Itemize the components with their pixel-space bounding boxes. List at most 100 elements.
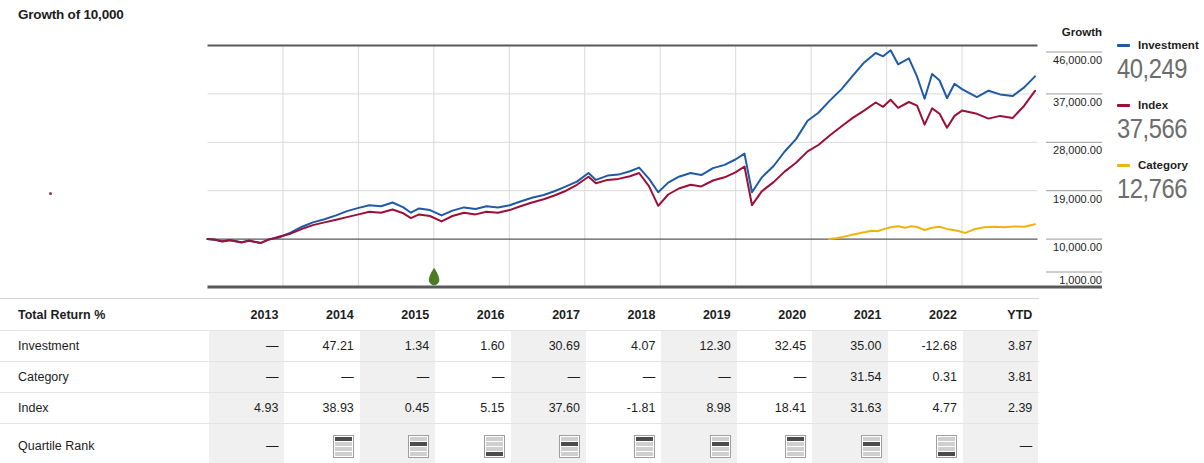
- table-cell: -1.81: [586, 393, 661, 423]
- quartile-band: [787, 442, 804, 446]
- table-cell: 3.87: [963, 331, 1038, 361]
- quartile-rank-icon-q2[interactable]: [861, 435, 882, 458]
- quartile-band: [712, 442, 729, 446]
- table-cell: 3.81: [963, 362, 1038, 392]
- table-cell: —: [511, 362, 586, 392]
- quartile-band: [486, 437, 503, 441]
- quartile-band: [863, 437, 880, 441]
- quartile-band: [335, 447, 352, 451]
- table-cell: 31.63: [812, 393, 887, 423]
- quartile-band: [486, 447, 503, 451]
- table-cell: [888, 424, 963, 463]
- quartile-band: [636, 452, 653, 456]
- y-axis-label: 1,000.00: [1045, 274, 1102, 286]
- growth-chart[interactable]: [0, 0, 1204, 300]
- table-cell: —: [963, 424, 1038, 463]
- quartile-band: [712, 437, 729, 441]
- table-cell: 5.15: [435, 393, 510, 423]
- quartile-band: [863, 452, 880, 456]
- table-cell: -12.68: [888, 331, 963, 361]
- quartile-rank-icon-q1[interactable]: [785, 435, 806, 458]
- quartile-band: [938, 452, 955, 456]
- quartile-rank-icon-q4[interactable]: [484, 435, 505, 458]
- table-cell: 38.93: [284, 393, 359, 423]
- index-swatch-icon: [1117, 104, 1130, 107]
- table-cell: 4.77: [888, 393, 963, 423]
- table-cell: 12.30: [661, 331, 736, 361]
- quartile-band: [787, 452, 804, 456]
- table-header-cell: 2021: [812, 299, 887, 330]
- quartile-rank-icon-q2[interactable]: [710, 435, 731, 458]
- table-row-label: Investment: [0, 331, 209, 361]
- quartile-band: [561, 437, 578, 441]
- table-cell: 30.69: [511, 331, 586, 361]
- quartile-band: [712, 447, 729, 451]
- event-marker-icon[interactable]: [429, 269, 439, 285]
- table-cell: —: [209, 424, 284, 463]
- table-cell: 8.98: [661, 393, 736, 423]
- table-header-cell: 2022: [888, 299, 963, 330]
- index-line[interactable]: [208, 91, 1036, 243]
- table-header-cell: 2019: [661, 299, 736, 330]
- quartile-band: [335, 442, 352, 446]
- table-cell: [284, 424, 359, 463]
- legend-item-index: Index: [1117, 99, 1168, 111]
- quartile-band: [410, 437, 427, 441]
- legend-label: Investment: [1138, 39, 1199, 51]
- table-cell: [812, 424, 887, 463]
- quartile-rank-icon-q1[interactable]: [634, 435, 655, 458]
- quartile-band: [863, 447, 880, 451]
- quartile-rank-icon-q2[interactable]: [559, 435, 580, 458]
- table-cell: 1.34: [360, 331, 435, 361]
- table-cell: 2.39: [963, 393, 1038, 423]
- table-cell: —: [435, 362, 510, 392]
- quartile-band: [636, 437, 653, 441]
- investment-swatch-icon: [1117, 44, 1130, 47]
- legend-item-investment: Investment: [1117, 39, 1199, 51]
- table-cell: 4.07: [586, 331, 661, 361]
- quartile-band: [486, 452, 503, 456]
- y-axis-label: 19,000.00: [1045, 193, 1102, 205]
- table-cell: [586, 424, 661, 463]
- quartile-band: [335, 437, 352, 441]
- investment-line[interactable]: [208, 50, 1036, 243]
- table-cell: 32.45: [737, 331, 812, 361]
- quartile-band: [787, 447, 804, 451]
- table-cell: —: [209, 362, 284, 392]
- table-header-cell: 2017: [511, 299, 586, 330]
- legend-label: Category: [1138, 159, 1188, 171]
- quartile-band: [410, 442, 427, 446]
- quartile-band: [636, 442, 653, 446]
- table-cell: [511, 424, 586, 463]
- table-header-cell: 2018: [586, 299, 661, 330]
- table-cell: 47.21: [284, 331, 359, 361]
- table-row-label: Index: [0, 393, 209, 423]
- quartile-band: [486, 442, 503, 446]
- quartile-band: [787, 437, 804, 441]
- y-axis-label: 10,000.00: [1045, 241, 1102, 253]
- quartile-band: [712, 452, 729, 456]
- quartile-rank-icon-q1[interactable]: [333, 435, 354, 458]
- table-cell: 1.60: [435, 331, 510, 361]
- quartile-rank-icon-q4[interactable]: [936, 435, 957, 458]
- total-return-table: Total Return %20132014201520162017201820…: [0, 298, 1039, 463]
- quartile-band: [561, 442, 578, 446]
- table-cell: 0.45: [360, 393, 435, 423]
- table-row-investment: Investment—47.211.341.6030.694.0712.3032…: [0, 331, 1039, 362]
- category-line[interactable]: [829, 224, 1035, 239]
- quartile-rank-icon-q2[interactable]: [408, 435, 429, 458]
- table-cell: —: [360, 362, 435, 392]
- category-swatch-icon: [1117, 164, 1130, 167]
- quartile-band: [938, 442, 955, 446]
- index-final-value: 37,566: [1117, 114, 1187, 145]
- quartile-band: [410, 447, 427, 451]
- category-final-value: 12,766: [1117, 174, 1187, 205]
- y-axis-label: 46,000.00: [1045, 54, 1102, 66]
- table-cell: [737, 424, 812, 463]
- table-row-category: Category————————31.540.313.81: [0, 362, 1039, 393]
- quartile-band: [938, 447, 955, 451]
- table-cell: 18.41: [737, 393, 812, 423]
- investment-final-value: 40,249: [1117, 54, 1187, 85]
- quartile-band: [938, 437, 955, 441]
- y-axis-title: Growth: [1045, 26, 1102, 38]
